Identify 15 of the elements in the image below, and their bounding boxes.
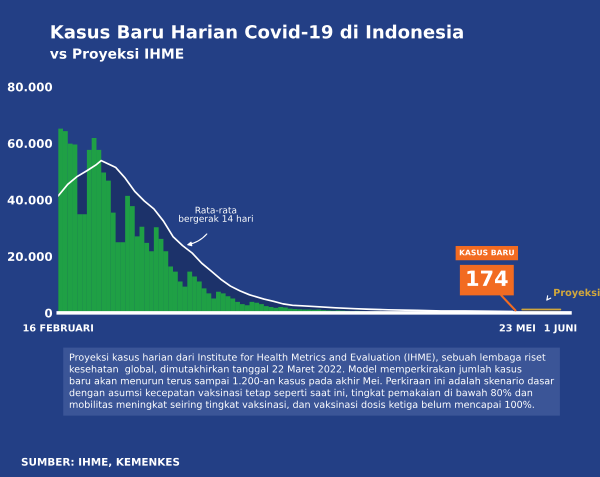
x-tick-label: 16 FEBRUARI <box>24 324 93 332</box>
y-tick-label: 80.000 <box>8 82 52 92</box>
y-tick-label: 40.000 <box>8 196 52 205</box>
x-tick-label: 1 JUNI <box>544 324 576 334</box>
x-tick-label: 23 MEI <box>500 324 535 332</box>
y-tick-label: 20.000 <box>8 252 52 262</box>
annotation: Rata-rata bergerak 14 hari <box>179 206 253 224</box>
y-tick-label: 60.000 <box>8 139 52 148</box>
text: SUMBER: IHME, KEMENKES <box>22 458 180 468</box>
chart-title: Kasus Baru Harian Covid-19 di Indonesia <box>51 24 463 39</box>
annotation: 174 <box>467 270 508 286</box>
chart-subtitle: vs Proyeksi IHME <box>50 48 184 62</box>
y-tick-label: 0 <box>44 308 52 318</box>
series-label: Proyeksi <box>554 288 600 298</box>
text: Proyeksi kasus harian dari Institute for Health Metrics and Evaluation (IHME), sebuah lembaga riset kesehatan global, dimutakhirkan tanggal 22 Maret 2022. Model memperkirakan jumlah kasus baru akan menurun terus sampai 1.200-an kasus pada akhir Mei. Perkiraan ini adalah skenario dasar dengan asumsi kecepatan vaksinasi tetap seperti saat ini, tingkat pemakaian di bawah 80% dan mobilitas meningkat seiring tingkat vaksinasi, dan vaksinasi dosis ketiga belum mencapai 100%. <box>70 353 554 410</box>
